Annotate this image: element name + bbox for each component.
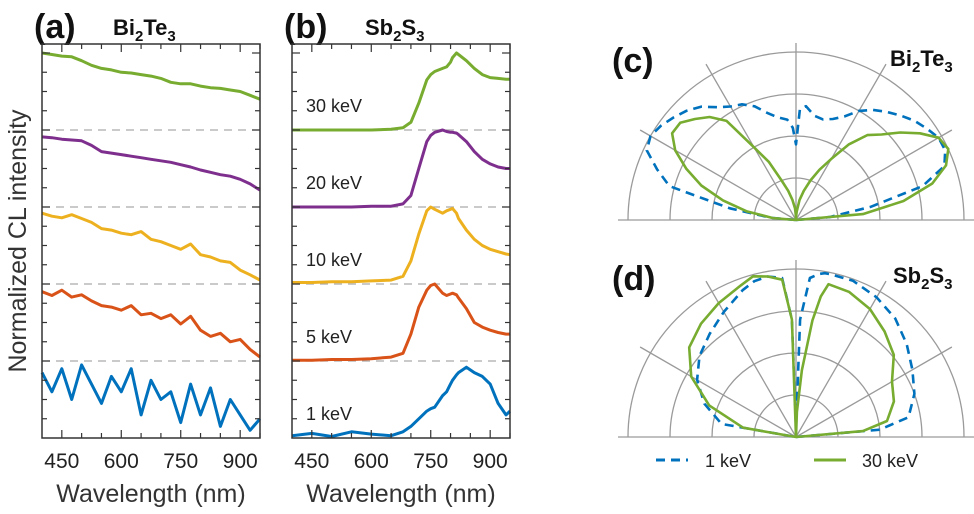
- x-tick-label: 600: [354, 450, 389, 473]
- trace-label-1kev: 1 keV: [306, 404, 352, 424]
- polar-spoke: [795, 63, 887, 221]
- panel-a-plot: 450 600 750 900: [40, 43, 262, 473]
- polar-trace-1kev: [695, 271, 916, 439]
- polar-spoke: [795, 280, 887, 438]
- panel-c-material: Bi2Te3: [890, 46, 953, 76]
- polar-trace-30kev: [670, 115, 950, 222]
- x-tick-label: 750: [163, 450, 198, 473]
- x-tick-label: 900: [473, 450, 508, 473]
- panel-d-material: Sb2S3: [893, 263, 953, 293]
- trace-10kev: [292, 205, 511, 284]
- x-tick-label: 450: [44, 450, 79, 473]
- trace-label-10kev: 10 keV: [306, 250, 362, 270]
- polar-trace-1kev: [645, 103, 947, 222]
- plot-frame: [291, 43, 511, 439]
- panel-a-x-axis-title: Wavelength (nm): [56, 480, 245, 508]
- trace-30kev: [41, 51, 261, 101]
- trace-30kev: [292, 51, 510, 132]
- polar-spoke: [639, 346, 797, 438]
- panel-c-tag: (c): [612, 42, 654, 80]
- polar-spoke: [705, 280, 797, 438]
- trace-label-20kev: 20 keV: [306, 173, 362, 193]
- panel-b-tag: (b): [284, 8, 327, 46]
- legend-label-30kev: 30 keV: [862, 451, 918, 471]
- trace-1kev: [291, 365, 512, 438]
- panel-d-tag: (d): [612, 260, 655, 298]
- plots: 450 600 750 900 1 keV 5 keV 10 keV 20 keV 30 keV…: [40, 43, 974, 473]
- polar-spoke: [705, 63, 797, 221]
- trace-10kev: [41, 211, 261, 282]
- panel-b-plot: 1 keV 5 keV 10 keV 20 keV 30 keV 450 600 750 900: [291, 43, 512, 473]
- x-tick-label: 900: [223, 450, 258, 473]
- trace-5kev: [292, 282, 510, 362]
- panel-c-polar: [618, 43, 974, 222]
- trace-label-30kev: 30 keV: [306, 96, 362, 116]
- polar-spoke: [795, 129, 953, 221]
- panel-b-material: Sb2S3: [365, 15, 425, 45]
- panel-d-polar: [618, 260, 974, 439]
- polar-trace-30kev: [687, 274, 896, 439]
- panel-b-x-axis-title: Wavelength (nm): [306, 480, 495, 508]
- polar-spoke: [795, 346, 953, 438]
- panel-a-tag: (a): [34, 8, 76, 46]
- trace-label-5kev: 5 keV: [306, 327, 352, 347]
- trace-1kev: [40, 363, 262, 432]
- x-tick-label: 450: [294, 450, 329, 473]
- legend: 1 keV 30 keV: [656, 451, 918, 471]
- panel-a-material: Bi2Te3: [113, 15, 176, 45]
- y-axis-title: Normalized CL intensity: [4, 109, 32, 373]
- trace-20kev: [41, 135, 261, 192]
- x-tick-label: 600: [104, 450, 139, 473]
- plot-frame: [41, 43, 261, 439]
- legend-label-1kev: 1 keV: [705, 451, 751, 471]
- x-tick-label: 750: [413, 450, 448, 473]
- trace-5kev: [41, 288, 261, 359]
- trace-20kev: [292, 128, 510, 209]
- polar-spoke: [639, 129, 797, 221]
